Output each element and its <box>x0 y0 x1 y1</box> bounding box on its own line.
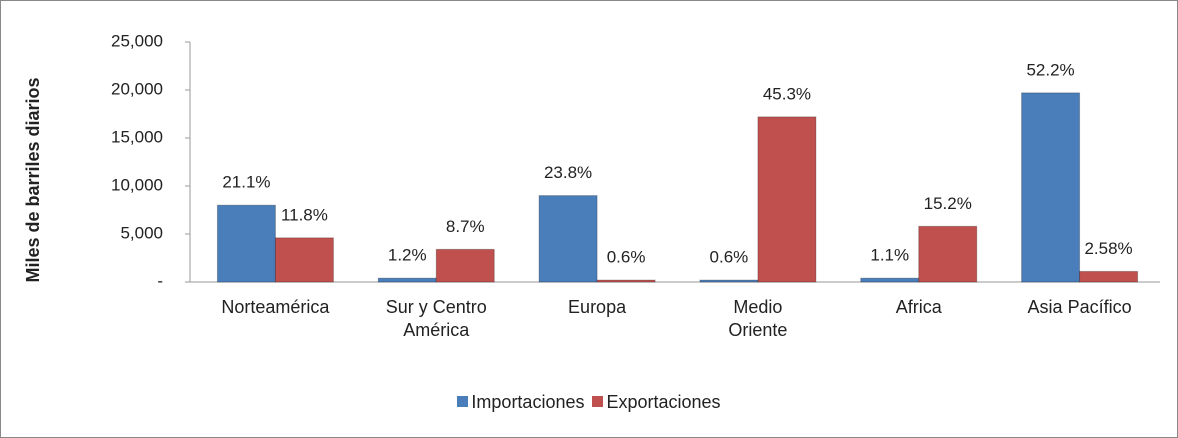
x-tick-label: Norteamérica <box>221 297 330 317</box>
value-label: 8.7% <box>446 217 485 236</box>
bar <box>699 279 759 283</box>
bar <box>538 195 598 283</box>
bar <box>1079 270 1139 283</box>
legend-item: Importaciones <box>457 392 584 413</box>
value-label: 15.2% <box>924 194 972 213</box>
bar <box>596 279 656 283</box>
bar <box>860 277 920 283</box>
y-tick-label: 15,000 <box>111 127 163 146</box>
y-tick-label: - <box>157 271 163 290</box>
bar <box>216 204 276 283</box>
value-label: 0.6% <box>607 248 646 267</box>
value-label: 1.1% <box>870 246 909 265</box>
value-label: 52.2% <box>1026 60 1074 79</box>
bar <box>435 248 495 283</box>
legend-swatch <box>592 396 604 407</box>
legend-swatch <box>457 396 469 407</box>
y-tick-label: 20,000 <box>111 79 163 98</box>
legend-label: Exportaciones <box>606 392 721 412</box>
legend-item: Exportaciones <box>592 392 721 413</box>
x-tick-label: Europa <box>568 297 627 317</box>
value-label: 23.8% <box>544 163 592 182</box>
x-tick-label: Medio Oriente <box>728 297 788 340</box>
value-label: 2.58% <box>1084 239 1132 258</box>
value-label: 45.3% <box>763 84 811 103</box>
x-tick-label: Asia Pacífico <box>1027 297 1132 317</box>
bar <box>757 116 817 283</box>
value-label: 0.6% <box>710 248 749 267</box>
y-tick-label: 5,000 <box>120 223 163 242</box>
y-axis-title: Miles de barriles diarios <box>23 77 43 282</box>
legend-label: Importaciones <box>471 392 585 412</box>
value-label: 21.1% <box>222 173 270 192</box>
value-label: 11.8% <box>281 205 328 224</box>
x-tick-label: Sur y Centro América <box>385 297 487 340</box>
bar <box>377 277 437 283</box>
value-label: 1.2% <box>388 246 427 265</box>
y-tick-label: 10,000 <box>111 175 163 194</box>
bar <box>274 237 334 283</box>
bar <box>918 225 978 283</box>
y-tick-label: 25,000 <box>111 31 163 50</box>
x-tick-label: Africa <box>895 297 942 317</box>
legend: Importaciones Exportaciones <box>0 392 1178 413</box>
bar <box>1021 92 1081 283</box>
